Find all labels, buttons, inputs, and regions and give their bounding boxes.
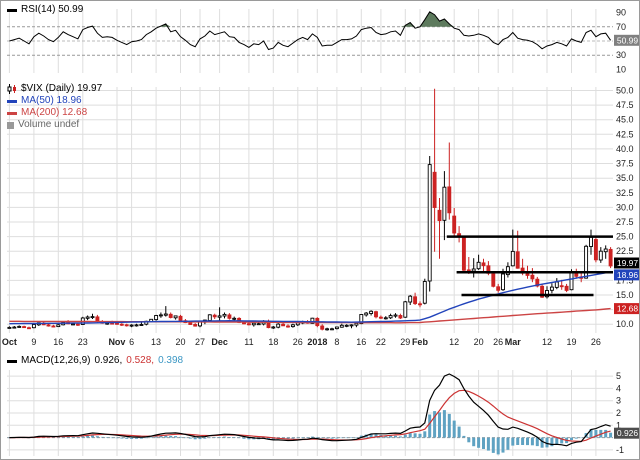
ma50-line xyxy=(9,271,611,325)
svg-text:10.0: 10.0 xyxy=(616,319,634,329)
ma50-legend-label: MA(50) 18.96 xyxy=(21,95,82,106)
svg-text:32.5: 32.5 xyxy=(616,188,634,198)
svg-text:2: 2 xyxy=(616,408,621,418)
ma200-line-swatch-icon xyxy=(7,111,17,115)
rsi-y-axis: 90 70 30 10 xyxy=(616,8,626,75)
svg-text:5: 5 xyxy=(616,371,621,381)
price-chart-canvas: 50.0 47.5 45.0 42.5 40.0 37.5 35.0 32.5 30.0 27.5… xyxy=(2,86,639,347)
ma200-value-badge: 12.68 xyxy=(614,303,639,315)
svg-text:Oct: Oct xyxy=(2,337,17,347)
svg-text:18: 18 xyxy=(268,337,278,347)
svg-text:50.99: 50.99 xyxy=(617,35,639,45)
rsi-line xyxy=(9,11,612,51)
svg-text:22: 22 xyxy=(376,337,386,347)
svg-text:90: 90 xyxy=(616,8,626,18)
volume-legend-label: Volume undef xyxy=(18,119,80,130)
ma200-line xyxy=(9,307,611,324)
svg-text:3: 3 xyxy=(616,396,621,406)
svg-text:26: 26 xyxy=(493,337,503,347)
svg-text:26: 26 xyxy=(293,337,303,347)
svg-text:17.5: 17.5 xyxy=(616,275,634,285)
ma50-line-swatch-icon xyxy=(7,99,17,103)
svg-text:18.96: 18.96 xyxy=(617,270,639,280)
svg-text:50.0: 50.0 xyxy=(616,86,634,96)
svg-text:19: 19 xyxy=(566,337,576,347)
trendline-annotations xyxy=(446,235,613,297)
svg-text:27: 27 xyxy=(195,337,205,347)
macd-value-histogram: 0.398 xyxy=(158,355,184,366)
macd-line-swatch-icon xyxy=(7,359,17,363)
macd-value-badge: 0.926 xyxy=(614,427,639,439)
svg-text:9: 9 xyxy=(31,337,36,347)
svg-text:Nov: Nov xyxy=(108,337,125,347)
rsi-value-badge: 50.99 xyxy=(614,34,639,46)
svg-text:8: 8 xyxy=(334,337,339,347)
svg-text:20: 20 xyxy=(175,337,185,347)
svg-text:45.0: 45.0 xyxy=(616,115,634,125)
ma50-value-badge: 18.96 xyxy=(614,269,639,281)
svg-text:Dec: Dec xyxy=(211,337,228,347)
svg-text:12: 12 xyxy=(542,337,552,347)
svg-text:29: 29 xyxy=(400,337,410,347)
svg-text:6: 6 xyxy=(129,337,134,347)
macd-y-axis: 5 4 3 2 1 -1 xyxy=(616,371,624,455)
macd-legend-label: MACD(12,26,9) xyxy=(21,355,91,366)
rsi-grid xyxy=(7,9,613,73)
svg-text:11: 11 xyxy=(244,337,253,347)
x-axis: Oct 9 16 23 Nov 6 13 20 27 Dec 11 18 26 2018 8 16 22 29 Fe… xyxy=(2,337,601,347)
macd-value-signal: 0.528, xyxy=(126,355,155,366)
svg-text:13: 13 xyxy=(151,337,161,347)
rsi-legend-label: RSI(14) 50.99 xyxy=(21,4,84,15)
rsi-legend: RSI(14) 50.99 xyxy=(7,4,83,16)
ma200-legend-label: MA(200) 12.68 xyxy=(21,107,88,118)
svg-text:26: 26 xyxy=(591,337,601,347)
svg-text:25.0: 25.0 xyxy=(616,232,634,242)
price-y-axis: 50.0 47.5 45.0 42.5 40.0 37.5 35.0 32.5 30.0 27.5… xyxy=(616,86,634,330)
price-legend: $VIX (Daily) 19.97 MA(50) 18.96 MA(200) … xyxy=(7,83,102,131)
svg-text:20: 20 xyxy=(474,337,484,347)
svg-text:19.97: 19.97 xyxy=(617,258,639,268)
svg-text:Mar: Mar xyxy=(505,337,522,347)
svg-text:30: 30 xyxy=(616,50,626,60)
macd-chart-canvas: 5 4 3 2 1 -1 0.926 xyxy=(7,370,639,456)
volume-swatch-icon xyxy=(7,121,14,129)
svg-text:10: 10 xyxy=(616,64,626,74)
svg-text:16: 16 xyxy=(356,337,366,347)
svg-text:-1: -1 xyxy=(616,445,624,455)
rsi-line-swatch-icon xyxy=(7,8,17,12)
svg-text:4: 4 xyxy=(616,383,621,393)
macd-histogram xyxy=(7,410,613,455)
rsi-overbought-fill xyxy=(9,11,611,27)
svg-text:27.5: 27.5 xyxy=(616,217,634,227)
svg-text:Feb: Feb xyxy=(412,337,429,347)
svg-text:70: 70 xyxy=(616,22,626,32)
candlestick-icon xyxy=(7,84,17,94)
svg-text:0.926: 0.926 xyxy=(617,428,639,438)
svg-text:12: 12 xyxy=(449,337,459,347)
svg-text:42.5: 42.5 xyxy=(616,129,634,139)
price-value-badge: 19.97 xyxy=(614,257,639,269)
svg-text:1: 1 xyxy=(616,420,621,430)
svg-text:2018: 2018 xyxy=(307,337,327,347)
svg-text:35.0: 35.0 xyxy=(616,173,634,183)
svg-text:47.5: 47.5 xyxy=(616,100,634,110)
rsi-chart-canvas: 90 70 30 10 50.99 xyxy=(7,8,639,75)
price-grid xyxy=(7,87,613,333)
svg-text:23: 23 xyxy=(78,337,88,347)
macd-legend: MACD(12,26,9) 0.926, 0.528, 0.398 xyxy=(7,355,183,367)
svg-text:40.0: 40.0 xyxy=(616,144,634,154)
macd-line xyxy=(9,373,611,447)
svg-text:16: 16 xyxy=(53,337,63,347)
svg-text:15.0: 15.0 xyxy=(616,290,634,300)
svg-text:30.0: 30.0 xyxy=(616,202,634,212)
svg-text:22.5: 22.5 xyxy=(616,246,634,256)
svg-text:37.5: 37.5 xyxy=(616,159,634,169)
macd-value-macd: 0.926, xyxy=(94,355,123,366)
svg-text:12.68: 12.68 xyxy=(617,304,639,314)
symbol-legend-label: $VIX (Daily) 19.97 xyxy=(21,83,103,94)
